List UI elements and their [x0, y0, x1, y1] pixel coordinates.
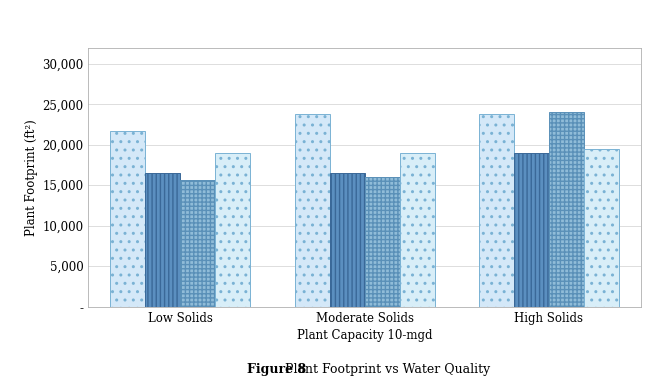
Bar: [145, 173, 181, 307]
Bar: [181, 179, 215, 307]
Text: Figure 8 Plant Footprint vs Water Quality: Figure 8 Plant Footprint vs Water Qualit…: [0, 380, 1, 381]
Bar: [365, 177, 400, 307]
Bar: [584, 149, 619, 307]
Bar: [479, 114, 514, 307]
Bar: [215, 153, 250, 307]
Bar: [330, 173, 365, 307]
Bar: [549, 112, 584, 307]
X-axis label: Plant Capacity 10-mgd: Plant Capacity 10-mgd: [297, 329, 432, 342]
Bar: [514, 153, 549, 307]
Text: Plant Footprint vs Water Quality: Plant Footprint vs Water Quality: [281, 363, 490, 376]
Bar: [400, 153, 435, 307]
Text: Figure 8: Figure 8: [0, 380, 1, 381]
Bar: [294, 114, 330, 307]
Bar: [111, 131, 145, 307]
Y-axis label: Plant Footprint (ft²): Plant Footprint (ft²): [25, 119, 38, 235]
Text: Figure 8: Figure 8: [247, 363, 306, 376]
